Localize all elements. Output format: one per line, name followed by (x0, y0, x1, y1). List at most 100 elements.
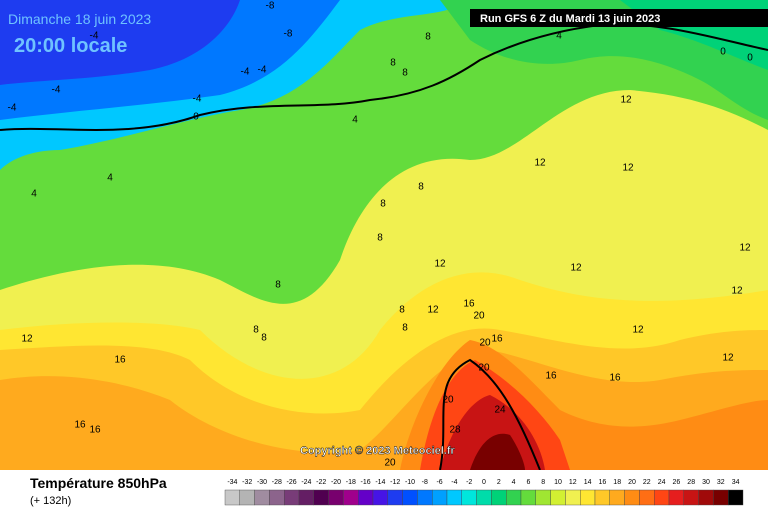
date-label: Dimanche 18 juin 2023 (8, 11, 151, 27)
scale-label: 34 (732, 479, 740, 486)
contour-label: 8 (377, 233, 383, 244)
contour-label: -4 (193, 94, 202, 105)
contour-label: 12 (622, 163, 634, 174)
scale-label: -34 (227, 479, 237, 486)
scale-swatch (609, 489, 625, 506)
contour-label: 8 (261, 333, 267, 344)
contour-label: 20 (479, 338, 491, 349)
contour-label: -4 (258, 65, 267, 76)
contour-label: 4 (352, 115, 358, 126)
scale-label: -12 (390, 479, 400, 486)
contour-label: -4 (90, 31, 99, 42)
scale-swatch (535, 489, 551, 506)
scale-swatch (565, 489, 581, 506)
scale-label: -14 (375, 479, 385, 486)
color-scale: -34 -32 -30 -28 -26 -24 -22 -20 -18 -16 -14 -12 -10-… (224, 479, 744, 506)
contour-label: 4 (107, 173, 113, 184)
scale-label: 0 (482, 479, 486, 486)
contour-label: -8 (266, 1, 275, 12)
contour-label: 8 (380, 199, 386, 210)
contour-label: -4 (52, 85, 61, 96)
scale-label: 30 (702, 479, 710, 486)
contour-label: 20 (384, 458, 396, 469)
contour-label: 16 (463, 299, 475, 310)
scale-swatch (372, 489, 389, 506)
scale-label: -32 (242, 479, 252, 486)
contour-label: 20 (442, 395, 454, 406)
scale-label: 10 (554, 479, 562, 486)
scale-swatch (343, 489, 359, 506)
contour-label: 8 (402, 68, 408, 79)
scale-label: -30 (257, 479, 267, 486)
contour-label: 12 (434, 259, 446, 270)
scale-swatch (446, 489, 463, 506)
scale-swatch (713, 489, 729, 506)
contour-label: 12 (731, 286, 743, 297)
scale-label: 32 (717, 479, 725, 486)
scale-label: 28 (687, 479, 695, 486)
contour-label: 0 (720, 47, 726, 58)
scale-swatch (387, 489, 403, 506)
run-box (470, 9, 768, 27)
scale-swatch (461, 489, 477, 506)
contour-label: 8 (399, 305, 405, 316)
contour-label: 28 (449, 425, 461, 436)
scale-label: 4 (512, 479, 516, 486)
run-label: Run GFS 6 Z du Mardi 13 juin 2023 (480, 13, 660, 25)
scale-swatch (550, 489, 566, 506)
scale-label: 20 (628, 479, 636, 486)
scale-label: 24 (658, 479, 666, 486)
scale-swatch (506, 489, 522, 506)
contour-label: 16 (114, 355, 126, 366)
contour-label: 12 (620, 95, 632, 106)
contour-label: 20 (473, 311, 485, 322)
scale-label: -20 (331, 479, 341, 486)
scale-swatch (698, 489, 714, 506)
copyright: Copyright © 2023 Meteociel.fr (300, 445, 456, 457)
scale-swatch (639, 489, 655, 506)
contour-label: 12 (722, 353, 734, 364)
contour-label: 12 (534, 158, 546, 169)
scale-label: -18 (346, 479, 356, 486)
scale-swatch (254, 489, 270, 506)
contour-label: 4 (31, 189, 37, 200)
contour-label: -4 (8, 103, 17, 114)
scale-label: 8 (541, 479, 545, 486)
footer-title: Température 850hPa (30, 475, 167, 491)
scale-label: 14 (584, 479, 592, 486)
scale-swatch (269, 489, 285, 506)
time-label: 20:00 locale (14, 35, 127, 57)
contour-label: 16 (74, 420, 86, 431)
scale-swatch (668, 489, 685, 506)
scale-label: 6 (526, 479, 530, 486)
scale-label: 12 (569, 479, 577, 486)
scale-label: 22 (643, 479, 651, 486)
scale-swatch (476, 489, 492, 506)
scale-swatch (224, 489, 241, 506)
scale-swatch (580, 489, 596, 506)
scale-swatch (683, 489, 699, 506)
scale-label: -8 (422, 479, 428, 486)
scale-swatch (594, 489, 611, 506)
scale-label: 18 (613, 479, 621, 486)
scale-swatch (313, 489, 329, 506)
scale-swatch (491, 489, 507, 506)
scale-swatch (402, 489, 418, 506)
scale-swatch (239, 489, 255, 506)
contour-label: 16 (491, 334, 503, 345)
scale-swatch (728, 489, 744, 506)
scale-swatch (328, 489, 344, 506)
scale-swatch (417, 489, 433, 506)
contour-label: 12 (427, 305, 439, 316)
contour-label: 20 (478, 363, 490, 374)
contour-label: 0 (193, 112, 199, 123)
contour-label: 24 (494, 405, 506, 416)
scale-label: -26 (287, 479, 297, 486)
contour-label: 4 (556, 31, 562, 42)
contour-label: 16 (609, 373, 621, 384)
scale-label: -22 (316, 479, 326, 486)
scale-label: 16 (599, 479, 607, 486)
contour-label: 12 (632, 325, 644, 336)
